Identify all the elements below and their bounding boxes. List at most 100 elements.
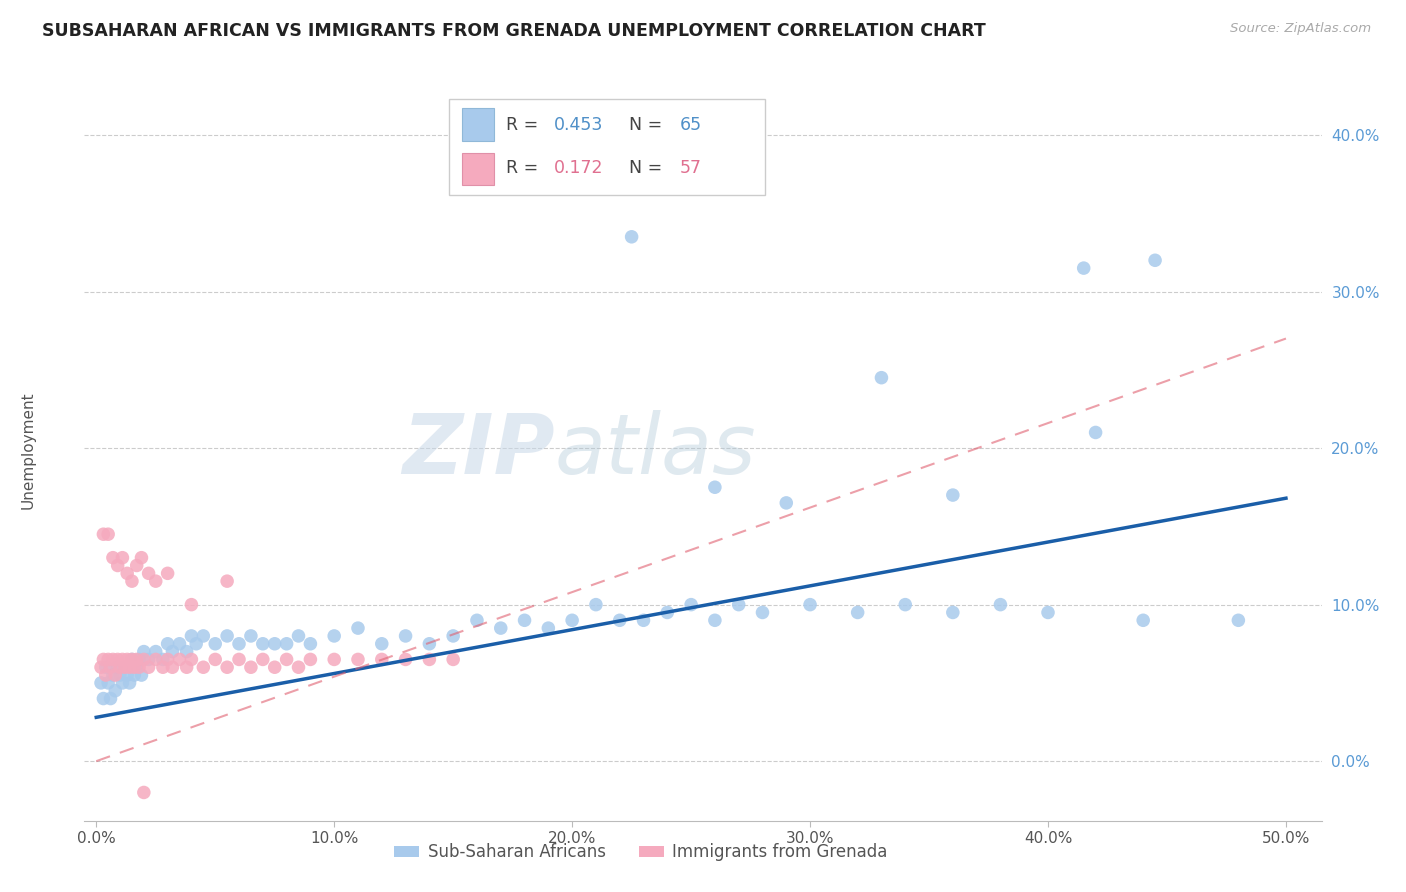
Point xyxy=(703,480,725,494)
Point xyxy=(239,660,262,674)
Point xyxy=(100,691,122,706)
Point xyxy=(465,613,488,627)
Point xyxy=(942,488,965,502)
Point xyxy=(217,660,239,674)
Point xyxy=(418,652,440,666)
Point xyxy=(138,660,160,674)
Point xyxy=(93,652,115,666)
Point xyxy=(114,660,136,674)
Point xyxy=(620,229,643,244)
Point xyxy=(263,637,285,651)
Point xyxy=(217,629,239,643)
Point xyxy=(97,676,120,690)
Point xyxy=(101,550,124,565)
Point xyxy=(894,598,917,612)
Point xyxy=(176,644,198,658)
Point xyxy=(115,566,138,581)
Point xyxy=(276,652,298,666)
Point xyxy=(125,652,148,666)
Point xyxy=(176,660,198,674)
Point xyxy=(152,652,174,666)
Point xyxy=(870,370,893,384)
Point xyxy=(125,558,148,573)
Point xyxy=(441,652,464,666)
Point xyxy=(371,652,394,666)
Point xyxy=(1036,606,1059,620)
Point xyxy=(107,660,129,674)
Point xyxy=(394,652,416,666)
Point xyxy=(114,660,136,674)
Point xyxy=(323,629,346,643)
Point xyxy=(1073,261,1095,276)
Y-axis label: Unemployment: Unemployment xyxy=(21,392,35,509)
Point xyxy=(104,668,127,682)
Point xyxy=(193,629,215,643)
Point xyxy=(124,660,146,674)
Point xyxy=(537,621,560,635)
Text: ZIP: ZIP xyxy=(402,410,554,491)
Point xyxy=(180,629,202,643)
Point xyxy=(513,613,536,627)
Point xyxy=(276,637,298,651)
Point xyxy=(347,652,370,666)
Point xyxy=(118,676,141,690)
Point xyxy=(138,566,160,581)
Point xyxy=(90,660,112,674)
Point xyxy=(162,660,184,674)
Point xyxy=(252,637,274,651)
Point xyxy=(156,652,179,666)
Point xyxy=(107,558,129,573)
Point xyxy=(799,598,821,612)
Point xyxy=(180,598,202,612)
Point xyxy=(97,652,120,666)
Point xyxy=(162,644,184,658)
Point xyxy=(323,652,346,666)
Point xyxy=(1132,613,1154,627)
Point xyxy=(846,606,869,620)
Point xyxy=(228,652,250,666)
Point xyxy=(347,621,370,635)
Point xyxy=(1084,425,1107,440)
Point xyxy=(299,652,322,666)
Legend: Sub-Saharan Africans, Immigrants from Grenada: Sub-Saharan Africans, Immigrants from Gr… xyxy=(388,837,894,868)
Point xyxy=(97,527,120,541)
Point xyxy=(489,621,512,635)
Point xyxy=(156,637,179,651)
Point xyxy=(124,668,146,682)
Point xyxy=(138,652,160,666)
Point xyxy=(90,676,112,690)
Point xyxy=(990,598,1012,612)
Point xyxy=(371,637,394,651)
Point xyxy=(104,683,127,698)
Text: atlas: atlas xyxy=(554,410,756,491)
Point xyxy=(108,660,131,674)
Point xyxy=(121,574,143,589)
Point xyxy=(132,652,155,666)
Point xyxy=(942,606,965,620)
Point xyxy=(299,637,322,651)
Point xyxy=(111,676,134,690)
Text: SUBSAHARAN AFRICAN VS IMMIGRANTS FROM GRENADA UNEMPLOYMENT CORRELATION CHART: SUBSAHARAN AFRICAN VS IMMIGRANTS FROM GR… xyxy=(42,22,986,40)
Point xyxy=(775,496,797,510)
Point xyxy=(145,644,167,658)
Point xyxy=(1227,613,1250,627)
Point xyxy=(131,668,153,682)
Point xyxy=(145,574,167,589)
Point xyxy=(441,629,464,643)
Point xyxy=(111,550,134,565)
Point xyxy=(252,652,274,666)
Point xyxy=(1144,253,1167,268)
Point xyxy=(609,613,631,627)
Point xyxy=(657,606,679,620)
Point xyxy=(394,629,416,643)
Point xyxy=(101,652,124,666)
Point xyxy=(561,613,583,627)
Point xyxy=(121,652,143,666)
Point xyxy=(169,652,191,666)
Point xyxy=(204,637,226,651)
Point xyxy=(145,652,167,666)
Point xyxy=(633,613,655,627)
Point xyxy=(156,566,179,581)
Point xyxy=(152,660,174,674)
Point xyxy=(121,652,143,666)
